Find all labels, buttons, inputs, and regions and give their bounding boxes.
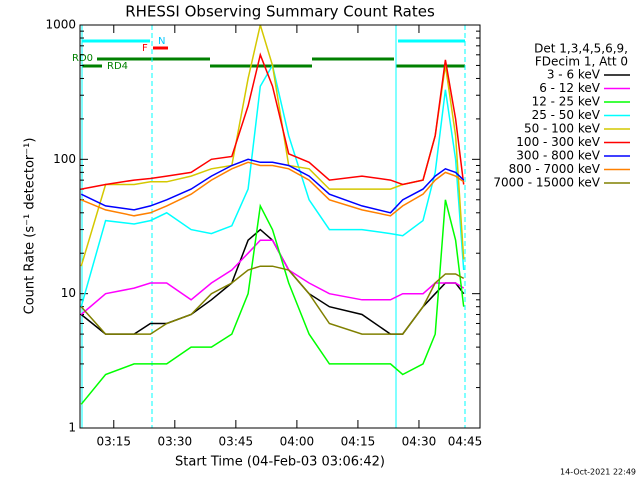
legend-label: 800 - 7000 keV bbox=[509, 162, 601, 176]
series-line bbox=[80, 265, 465, 335]
series-line bbox=[81, 52, 465, 190]
series-line bbox=[80, 228, 465, 335]
legend-title: FDecim 1, Att 0 bbox=[535, 55, 628, 69]
legend-label: 25 - 50 keV bbox=[532, 108, 601, 122]
legend-label: 300 - 800 keV bbox=[516, 149, 600, 163]
chart-title: RHESSI Observing Summary Count Rates bbox=[125, 3, 435, 21]
y-tick-label: 1000 bbox=[45, 18, 76, 32]
legend-label: 12 - 25 keV bbox=[532, 95, 601, 109]
legend-label: 100 - 300 keV bbox=[516, 135, 600, 149]
series-line bbox=[80, 199, 465, 405]
x-tick-label: 04:00 bbox=[280, 435, 315, 449]
annotation: N bbox=[158, 36, 165, 47]
annotation: RD4 bbox=[107, 61, 128, 72]
series-line bbox=[80, 158, 465, 214]
legend-title: Det 1,3,4,5,6,9, bbox=[534, 42, 628, 56]
x-tick-label: 03:15 bbox=[96, 435, 131, 449]
x-tick-label: 04:15 bbox=[341, 435, 376, 449]
x-axis-label: Start Time (04-Feb-03 03:06:42) bbox=[175, 455, 385, 470]
annotation: RD0 bbox=[72, 53, 93, 64]
series-line bbox=[80, 239, 465, 316]
y-tick-label: 1 bbox=[68, 421, 76, 435]
legend-label: 3 - 6 keV bbox=[547, 68, 601, 82]
legend-label: 50 - 100 keV bbox=[524, 122, 601, 136]
timestamp: 14-Oct-2021 22:49 bbox=[560, 468, 636, 477]
x-tick-label: 04:45 bbox=[448, 435, 483, 449]
series-line bbox=[80, 161, 465, 217]
legend-label: 6 - 12 keV bbox=[539, 81, 601, 95]
plot-frame bbox=[79, 24, 481, 429]
y-tick-label: 10 bbox=[61, 286, 76, 300]
series-line bbox=[80, 63, 465, 307]
x-tick-label: 03:45 bbox=[219, 435, 254, 449]
y-axis-label: Count Rate (s⁻¹ detector⁻¹) bbox=[23, 138, 38, 315]
x-tick-label: 03:30 bbox=[158, 435, 193, 449]
y-tick-label: 100 bbox=[53, 152, 76, 166]
legend-label: 7000 - 15000 keV bbox=[493, 176, 600, 190]
state-bars bbox=[81, 25, 466, 428]
x-tick-label: 04:30 bbox=[402, 435, 437, 449]
annotation: F bbox=[142, 43, 148, 54]
